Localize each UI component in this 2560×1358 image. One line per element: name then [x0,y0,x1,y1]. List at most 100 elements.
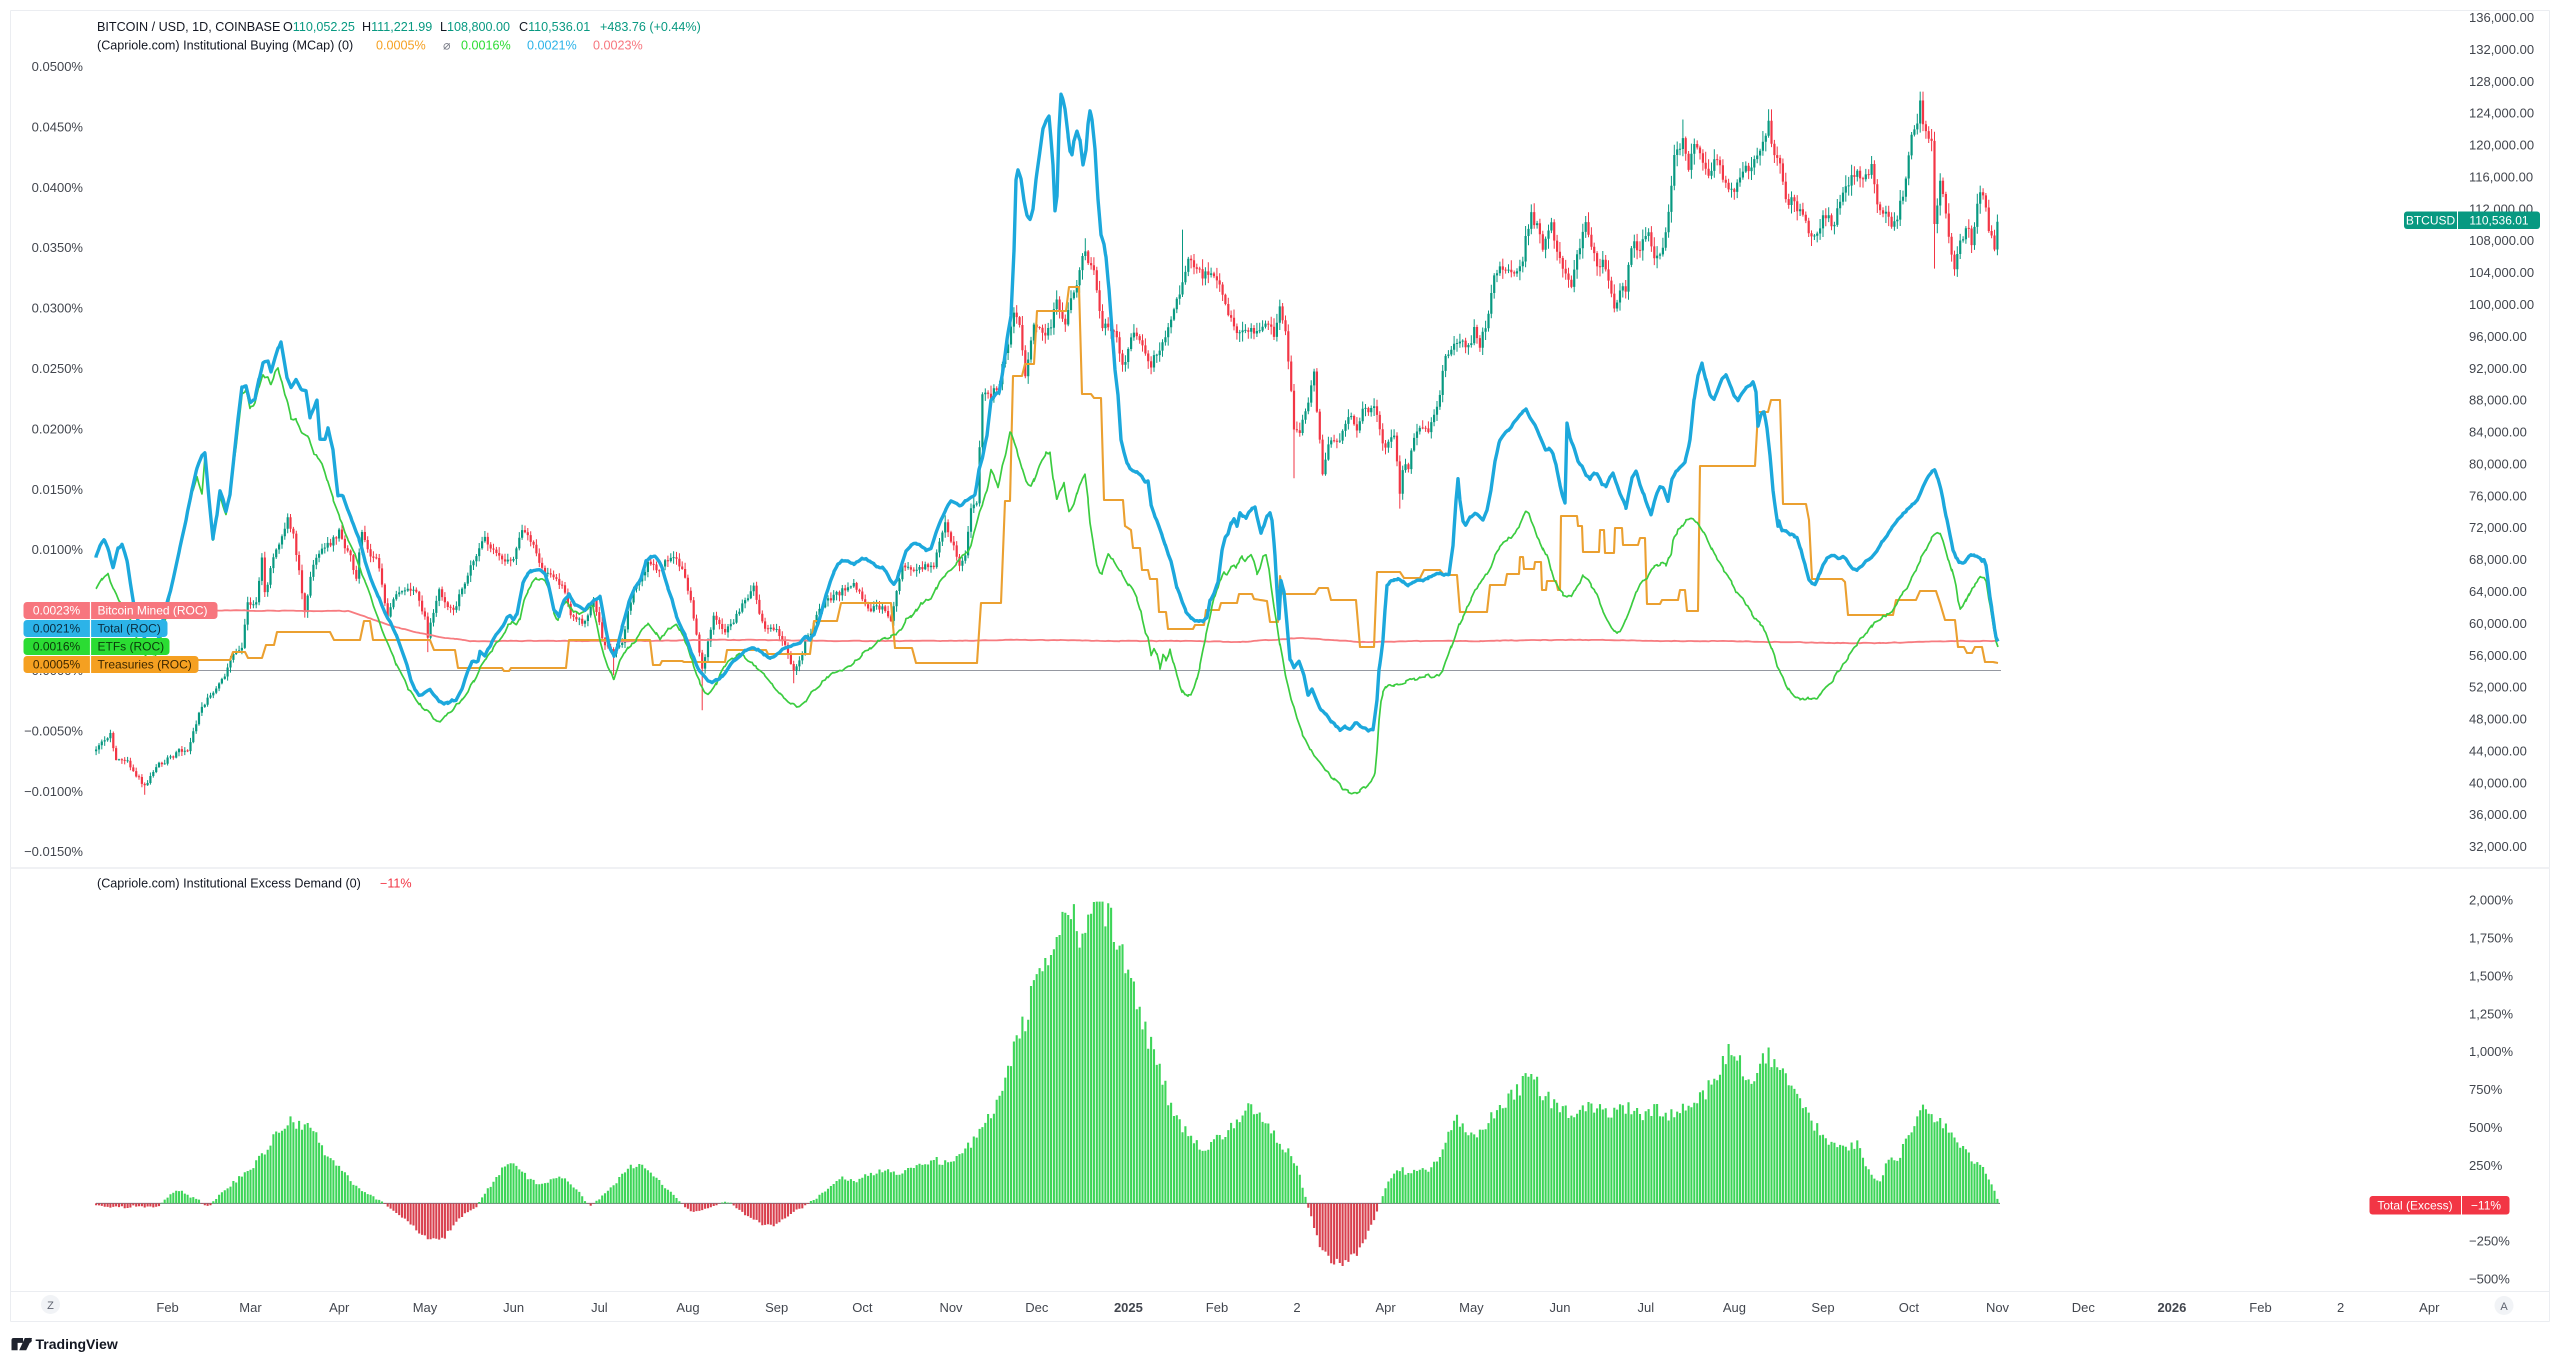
svg-text:Apr: Apr [329,1300,350,1315]
svg-text:0.0021%: 0.0021% [33,622,81,636]
svg-text:120,000.00: 120,000.00 [2469,138,2534,153]
svg-text:Nov: Nov [939,1300,963,1315]
svg-text:+483.76 (+0.44%): +483.76 (+0.44%) [600,20,701,34]
svg-text:136,000.00: 136,000.00 [2469,10,2534,25]
svg-text:0.0023%: 0.0023% [33,604,81,618]
svg-text:May: May [413,1300,438,1315]
svg-text:132,000.00: 132,000.00 [2469,42,2534,57]
svg-text:0.0016%: 0.0016% [33,640,81,654]
svg-text:1,000%: 1,000% [2469,1044,2514,1059]
svg-text:Aug: Aug [1723,1300,1746,1315]
svg-text:−500%: −500% [2469,1272,2510,1287]
svg-text:Oct: Oct [1899,1300,1920,1315]
svg-text:116,000.00: 116,000.00 [2469,169,2533,184]
svg-text:−250%: −250% [2469,1234,2510,1249]
svg-text:TradingView: TradingView [36,1336,118,1352]
svg-text:0.0023%: 0.0023% [593,39,643,53]
svg-text:Treasuries (ROC): Treasuries (ROC) [98,658,192,672]
svg-text:72,000.00: 72,000.00 [2469,520,2527,535]
svg-text:0.0450%: 0.0450% [32,119,84,134]
svg-text:Feb: Feb [1206,1300,1228,1315]
svg-text:96,000.00: 96,000.00 [2469,329,2527,344]
svg-text:0.0150%: 0.0150% [32,482,84,497]
svg-text:0.0005%: 0.0005% [376,39,426,53]
svg-text:Sep: Sep [765,1300,788,1315]
svg-text:52,000.00: 52,000.00 [2469,680,2527,695]
svg-text:Jul: Jul [1637,1300,1654,1315]
svg-text:44,000.00: 44,000.00 [2469,744,2527,759]
svg-text:40,000.00: 40,000.00 [2469,775,2527,790]
svg-text:500%: 500% [2469,1120,2503,1135]
svg-text:Feb: Feb [156,1300,178,1315]
svg-text:88,000.00: 88,000.00 [2469,393,2527,408]
svg-text:L108,800.00: L108,800.00 [440,20,510,34]
svg-text:68,000.00: 68,000.00 [2469,552,2527,567]
svg-text:1,500%: 1,500% [2469,968,2514,983]
svg-text:0.0300%: 0.0300% [32,301,84,316]
svg-text:110,536.01: 110,536.01 [2469,214,2528,228]
svg-text:32,000.00: 32,000.00 [2469,839,2527,854]
svg-text:750%: 750% [2469,1082,2503,1097]
svg-text:−11%: −11% [2471,1198,2501,1212]
svg-text:Sep: Sep [1811,1300,1834,1315]
svg-text:1,250%: 1,250% [2469,1006,2514,1021]
svg-text:Bitcoin Mined (ROC): Bitcoin Mined (ROC) [98,604,208,618]
svg-text:250%: 250% [2469,1158,2503,1173]
svg-text:(Capriole.com) Institutional E: (Capriole.com) Institutional Excess Dema… [97,877,361,891]
svg-text:−0.0050%: −0.0050% [24,723,83,738]
svg-text:A: A [2500,1301,2508,1313]
svg-text:108,000.00: 108,000.00 [2469,233,2534,248]
svg-text:May: May [1459,1300,1484,1315]
svg-text:(Capriole.com) Institutional B: (Capriole.com) Institutional Buying (MCa… [97,39,353,53]
svg-text:84,000.00: 84,000.00 [2469,425,2527,440]
svg-text:Nov: Nov [1986,1300,2010,1315]
svg-text:BITCOIN / USD, 1D, COINBASE: BITCOIN / USD, 1D, COINBASE [97,20,280,34]
svg-text:36,000.00: 36,000.00 [2469,807,2527,822]
svg-text:Apr: Apr [2419,1300,2440,1315]
svg-text:0.0500%: 0.0500% [32,59,84,74]
svg-text:56,000.00: 56,000.00 [2469,648,2527,663]
svg-text:48,000.00: 48,000.00 [2469,712,2527,727]
svg-text:Z: Z [47,1300,54,1312]
svg-text:⌀: ⌀ [443,39,451,53]
svg-text:Total (Excess): Total (Excess) [2377,1198,2452,1212]
svg-text:2: 2 [2337,1300,2344,1315]
svg-text:2025: 2025 [1114,1300,1143,1315]
svg-text:H111,221.99: H111,221.99 [362,20,432,34]
svg-text:2: 2 [1293,1300,1300,1315]
svg-text:76,000.00: 76,000.00 [2469,488,2527,503]
svg-text:100,000.00: 100,000.00 [2469,297,2534,312]
svg-text:80,000.00: 80,000.00 [2469,457,2527,472]
svg-text:60,000.00: 60,000.00 [2469,616,2527,631]
svg-text:Oct: Oct [852,1300,873,1315]
svg-text:124,000.00: 124,000.00 [2469,106,2534,121]
svg-text:Aug: Aug [676,1300,699,1315]
svg-text:2026: 2026 [2157,1300,2186,1315]
svg-text:−0.0100%: −0.0100% [24,784,83,799]
svg-text:Feb: Feb [2249,1300,2271,1315]
svg-text:−0.0150%: −0.0150% [24,844,83,859]
svg-text:64,000.00: 64,000.00 [2469,584,2527,599]
svg-text:104,000.00: 104,000.00 [2469,265,2534,280]
svg-text:92,000.00: 92,000.00 [2469,361,2527,376]
svg-text:Jun: Jun [1550,1300,1571,1315]
svg-text:1,750%: 1,750% [2469,931,2514,946]
svg-text:Apr: Apr [1375,1300,1396,1315]
svg-text:0.0100%: 0.0100% [32,542,84,557]
svg-text:BTCUSD: BTCUSD [2406,214,2456,228]
svg-text:−11%: −11% [380,877,412,891]
svg-text:0.0400%: 0.0400% [32,180,84,195]
svg-text:0.0250%: 0.0250% [32,361,84,376]
svg-text:Mar: Mar [239,1300,262,1315]
svg-text:0.0005%: 0.0005% [33,658,81,672]
svg-text:128,000.00: 128,000.00 [2469,74,2534,89]
svg-text:Dec: Dec [1025,1300,1049,1315]
svg-text:Jun: Jun [503,1300,524,1315]
svg-text:0.0021%: 0.0021% [527,39,577,53]
svg-text:2,000%: 2,000% [2469,893,2514,908]
svg-text:Dec: Dec [2072,1300,2096,1315]
svg-text:Total (ROC): Total (ROC) [98,622,161,636]
svg-text:C110,536.01: C110,536.01 [519,20,590,34]
svg-text:O110,052.25: O110,052.25 [283,20,355,34]
svg-text:ETFs (ROC): ETFs (ROC) [98,640,165,654]
